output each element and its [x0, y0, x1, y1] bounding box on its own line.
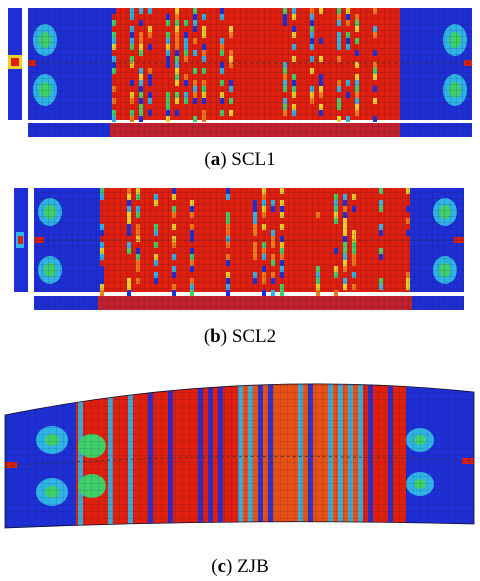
panel-a-caption: (a) SCL1: [204, 149, 275, 170]
panel-b-caption: (b) SCL2: [204, 326, 276, 347]
panel-c-caption: (c) ZJB: [211, 556, 269, 577]
panel-a-contour: [8, 8, 472, 137]
panel-c-contour: [5, 383, 474, 528]
panel-b-contour: [14, 188, 464, 310]
